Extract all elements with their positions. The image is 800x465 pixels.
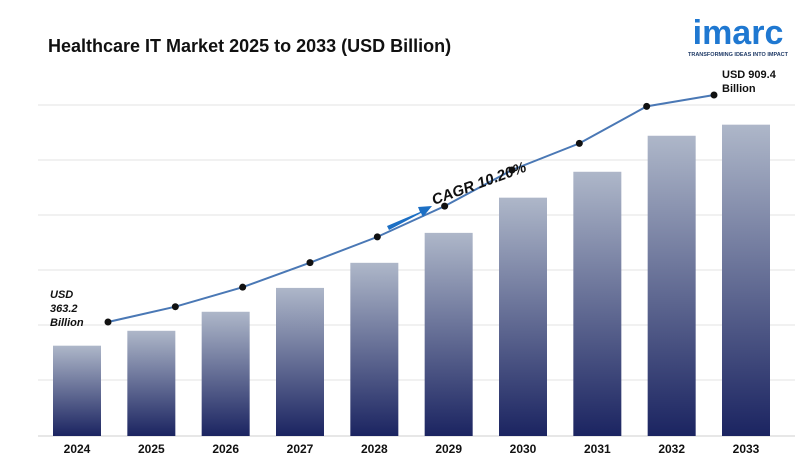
trend-point <box>710 91 718 99</box>
trend-point <box>239 283 247 291</box>
x-tick-label: 2033 <box>733 442 760 456</box>
trend-line <box>107 94 715 323</box>
x-tick-label: 2032 <box>658 442 685 456</box>
x-tick-label: 2031 <box>584 442 611 456</box>
trend-point <box>441 202 449 210</box>
start-label: 363.2 <box>50 303 78 315</box>
bar <box>127 330 176 436</box>
trend-point <box>373 233 381 241</box>
x-tick-label: 2029 <box>435 442 462 456</box>
x-tick-label: 2030 <box>510 442 537 456</box>
bar <box>53 345 101 436</box>
trend-point <box>575 139 583 147</box>
x-tick-label: 2028 <box>361 442 388 456</box>
trend <box>104 91 718 326</box>
bar <box>722 124 770 436</box>
start-label: Billion <box>50 317 84 329</box>
end-label: USD 909.4 <box>722 69 777 81</box>
bar <box>499 197 547 436</box>
logo: imarc <box>693 14 784 52</box>
logo-tagline: TRANSFORMING IDEAS INTO IMPACT <box>688 52 789 58</box>
trend-point <box>104 318 112 326</box>
x-tick-label: 2025 <box>138 442 165 456</box>
trend-point <box>508 166 516 174</box>
start-label: USD <box>50 289 73 301</box>
trend-point <box>306 259 314 267</box>
bar <box>276 287 324 436</box>
bars <box>53 124 770 436</box>
end-label: Billion <box>722 83 756 95</box>
chart-title: Healthcare IT Market 2025 to 2033 (USD B… <box>48 36 451 56</box>
cagr-arrow <box>387 206 432 230</box>
bar <box>201 311 250 436</box>
x-tick-label: 2024 <box>64 442 91 456</box>
trend-point <box>171 303 179 311</box>
trend-point <box>643 102 651 110</box>
bar <box>350 262 399 436</box>
x-tick-label: 2027 <box>287 442 314 456</box>
bar <box>647 135 696 436</box>
labels: 2024 2025 2026 2027 2028 2029 2030 2031 2032 2033… <box>50 69 777 456</box>
bar <box>573 171 622 436</box>
x-tick-label: 2026 <box>212 442 239 456</box>
bar <box>424 232 473 436</box>
